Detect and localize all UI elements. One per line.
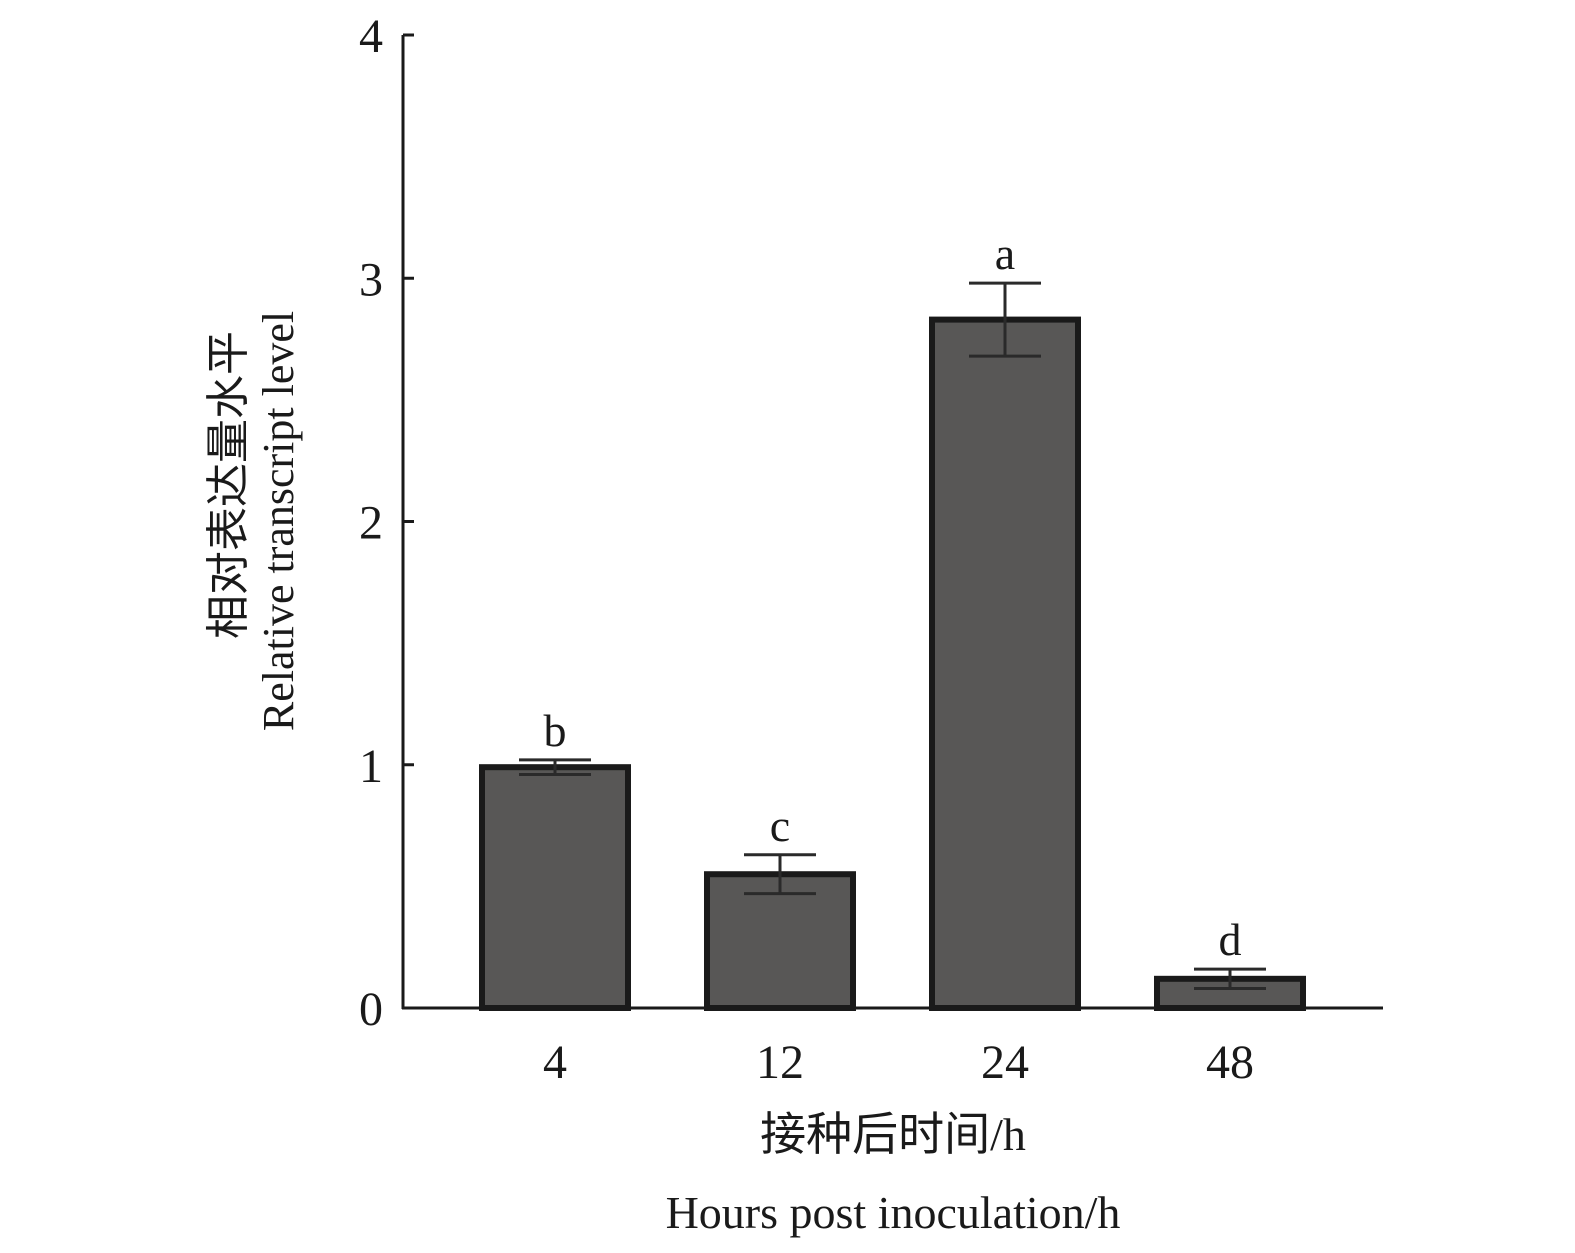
y-tick-label: 1 (359, 740, 383, 793)
significance-label: d (1219, 914, 1242, 965)
y-tick-label: 2 (359, 497, 383, 550)
x-tick-label: 24 (981, 1036, 1029, 1089)
x-axis-label: Hours post inoculation/h (666, 1187, 1121, 1238)
y-tick-label: 3 (359, 253, 383, 306)
bar (479, 764, 631, 1011)
x-tick-label: 48 (1206, 1036, 1254, 1089)
y-axis-label: Relative transcript level (254, 311, 303, 731)
significance-label: c (770, 800, 790, 851)
significance-label: a (995, 228, 1015, 279)
y-axis-label: 相对表达量水平 (204, 331, 253, 639)
y-tick-label: 0 (359, 983, 383, 1036)
bar (929, 316, 1081, 1012)
bar (704, 871, 856, 1012)
significance-label: b (544, 705, 567, 756)
x-tick-label: 12 (756, 1036, 804, 1089)
y-tick-label: 4 (359, 10, 383, 63)
x-axis-label: 接种后时间/h (760, 1109, 1026, 1160)
x-tick-label: 4 (543, 1036, 567, 1089)
